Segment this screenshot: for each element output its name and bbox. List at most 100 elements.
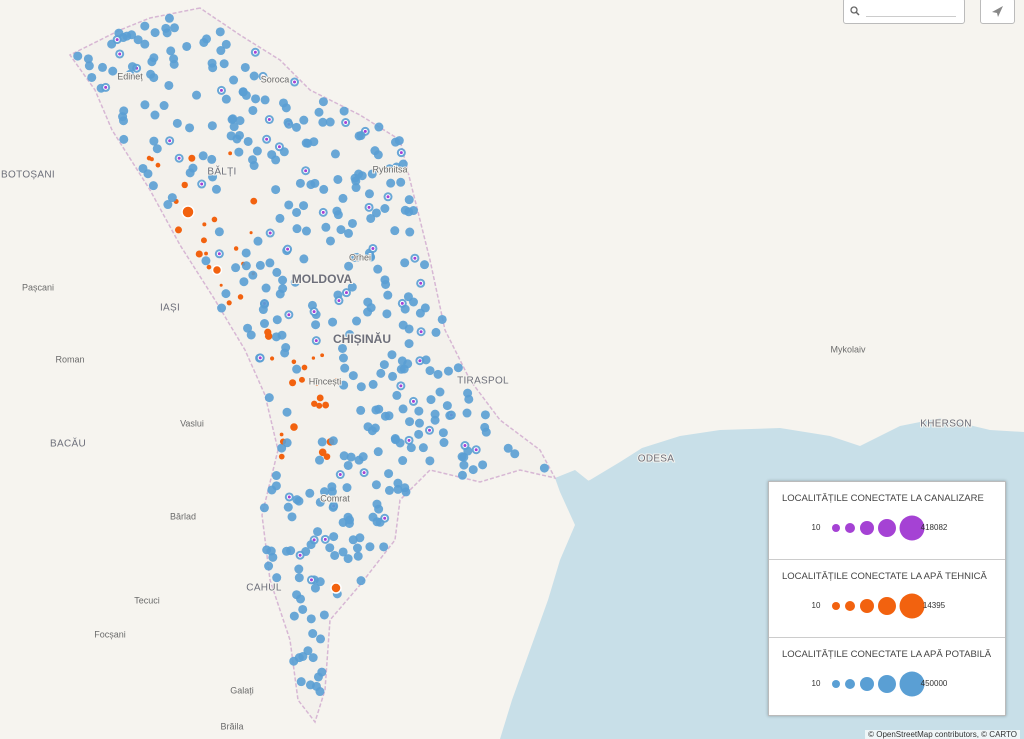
locality-dot (272, 267, 282, 277)
locality-dot (237, 294, 244, 300)
legend-circle (845, 601, 855, 611)
locality-dot (84, 61, 94, 71)
locality-dot (266, 546, 276, 556)
locality-dot (356, 405, 366, 415)
locality-dot (350, 173, 360, 183)
locality-dot (435, 387, 445, 397)
locality-dot (333, 174, 343, 184)
locality-dot (325, 543, 335, 553)
locality-ring (311, 309, 317, 315)
locality-ring (418, 280, 424, 286)
locality-dot (330, 582, 342, 594)
locality-dot (308, 653, 318, 663)
search-icon (850, 6, 860, 16)
locality-dot (406, 443, 416, 453)
locality-dot (311, 681, 321, 691)
locality-dot (229, 75, 239, 85)
locality-dot (372, 499, 382, 509)
locality-dot (219, 59, 229, 69)
locality-dot (392, 390, 402, 400)
locality-dot (388, 371, 398, 381)
legend-section: LOCALITĂȚILE CONECTATE LA APĂ POTABILĂ 10… (769, 638, 1005, 715)
locality-dot (425, 456, 435, 466)
locality-dot (380, 275, 390, 285)
locality-dot (281, 343, 291, 353)
locality-dot (337, 343, 347, 353)
locality-dot (259, 503, 269, 513)
locality-dot (290, 423, 298, 431)
locality-dot (240, 62, 250, 72)
locality-dot (364, 189, 374, 199)
locality-dot (396, 364, 406, 374)
locality-dot (414, 418, 424, 428)
locality-dot (330, 149, 340, 159)
locality-dot (108, 66, 118, 76)
locality-dot (339, 380, 349, 390)
locality-ring (218, 87, 224, 93)
locality-dot (208, 63, 218, 73)
locality-dot (404, 324, 414, 334)
locality-dot (394, 136, 404, 146)
locality-dot (299, 201, 309, 211)
locality-ring (286, 312, 292, 318)
locality-ring (308, 577, 314, 583)
locality-dot (214, 227, 224, 237)
locality-ring (320, 209, 326, 215)
locality-ring (260, 73, 266, 79)
locality-ring (337, 472, 343, 478)
locality-dot (226, 300, 232, 306)
locality-dot (207, 154, 217, 164)
locality-dot (349, 253, 359, 263)
legend-circle (832, 524, 840, 532)
locality-dot (216, 46, 226, 56)
locality-dot (195, 250, 203, 258)
legend-min: 10 (812, 679, 821, 688)
locality-ring (398, 383, 404, 389)
legend-title: LOCALITĂȚILE CONECTATE LA APĂ POTABILĂ (782, 649, 992, 660)
locality-dot (83, 54, 93, 64)
search-box[interactable] (843, 0, 965, 24)
locality-dot (353, 551, 363, 561)
legend-circle (899, 515, 925, 541)
locality-dot (373, 447, 383, 457)
locate-icon (992, 6, 1003, 17)
locality-dot (182, 41, 192, 51)
locality-dot (443, 366, 453, 376)
locality-dot (356, 131, 366, 141)
locality-dot (264, 561, 274, 571)
locality-ring (266, 117, 272, 123)
locality-dot (278, 453, 285, 460)
locality-ring (385, 194, 391, 200)
locality-dot (333, 378, 339, 383)
locality-dot (202, 34, 212, 44)
legend-max: 418082 (921, 523, 948, 532)
locality-dot (437, 314, 447, 324)
locality-dot (98, 62, 108, 72)
locate-button[interactable] (980, 0, 1015, 24)
locality-dot (282, 438, 292, 448)
locality-dot (384, 411, 394, 421)
locality-dot (405, 227, 415, 237)
legend-section: LOCALITĂȚILE CONECTATE LA APĂ TEHNICĂ 10 1… (769, 560, 1005, 638)
locality-dot (386, 178, 396, 188)
locality-dot (400, 205, 410, 215)
place-label: Mykolaiv (830, 344, 866, 354)
locality-dot (292, 224, 302, 234)
locality-dot (322, 401, 330, 409)
locality-ring (399, 300, 405, 306)
locality-dot (430, 415, 440, 425)
locality-dot (249, 231, 253, 235)
locality-dot (206, 264, 212, 270)
locality-dot (221, 39, 231, 49)
locality-dot (253, 236, 263, 246)
locality-dot (185, 168, 195, 178)
locality-dot (264, 332, 273, 340)
locality-dot (234, 147, 244, 157)
locality-dot (243, 323, 253, 333)
locality-dot (281, 103, 291, 113)
locality-dot (241, 248, 251, 258)
locality-dot (374, 122, 384, 132)
locality-dot (345, 330, 355, 340)
locality-dot (248, 105, 258, 115)
locality-dot (292, 207, 302, 217)
